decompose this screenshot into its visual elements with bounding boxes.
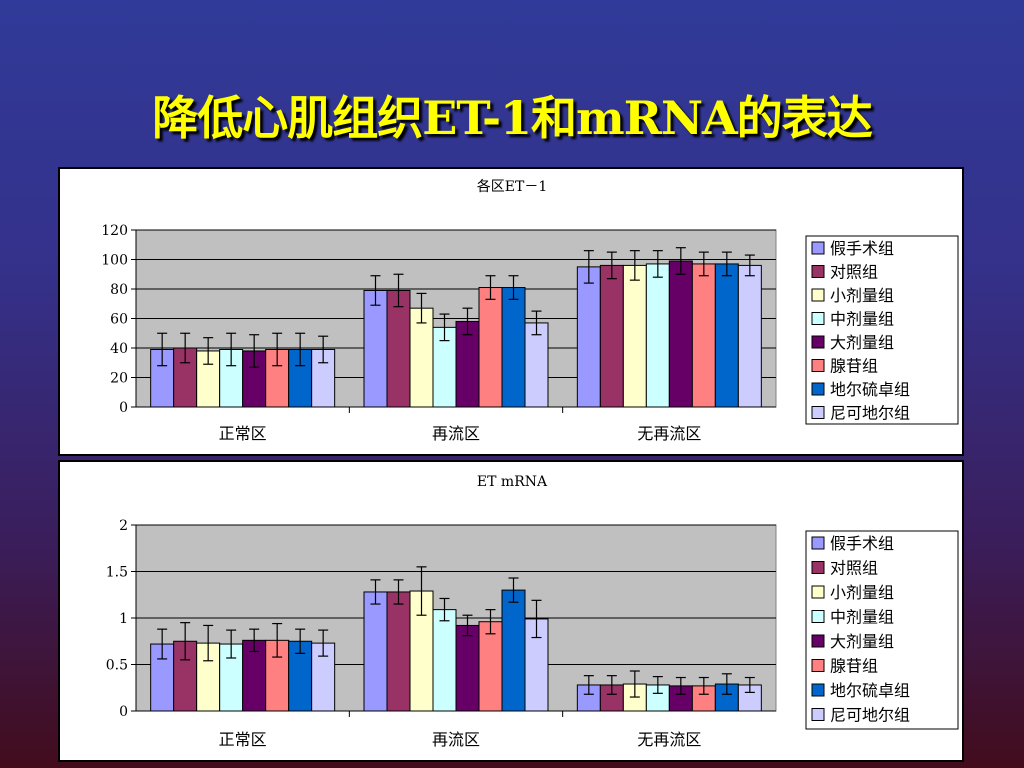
legend-label: 大剂量组 bbox=[830, 632, 894, 651]
x-category-label: 再流区 bbox=[432, 730, 480, 749]
legend-swatch bbox=[811, 610, 825, 623]
legend-swatch bbox=[811, 536, 825, 550]
legend-swatch bbox=[811, 683, 825, 697]
y-tick-label: 60 bbox=[110, 312, 128, 328]
legend-label: 小剂量组 bbox=[830, 583, 894, 602]
legend-label: 地尔硫卓组 bbox=[830, 681, 910, 700]
y-tick-label: 0 bbox=[119, 400, 128, 416]
chart-title: ET mRNA bbox=[477, 474, 548, 490]
y-tick-label: 0 bbox=[119, 704, 128, 720]
bar bbox=[691, 263, 716, 408]
y-tick-label: 40 bbox=[110, 341, 128, 357]
bar bbox=[737, 264, 762, 408]
y-tick-label: 2 bbox=[119, 518, 128, 534]
mrna-bar-chart: ET mRNA 0 0.5 1 1.5 2 正常区 再流区 无再流区 假手术组对照组小剂量组中剂量… bbox=[106, 474, 959, 749]
chart-panel-et1: 各区ET－1 0 20 40 60 80 100 120 正常区 再流区 无再流区 假手术组对照组小剂… bbox=[58, 167, 964, 456]
legend-swatch bbox=[811, 288, 825, 302]
slide-title: 降低心肌组织ET-1和mRNA的表达 bbox=[152, 91, 872, 145]
bar bbox=[478, 621, 503, 712]
bar bbox=[455, 624, 480, 712]
bar bbox=[386, 591, 411, 712]
legend-swatch bbox=[811, 406, 825, 419]
x-category-label: 无再流区 bbox=[637, 730, 701, 749]
bar bbox=[363, 591, 388, 712]
legend-label: 尼可地尔组 bbox=[830, 404, 910, 423]
legend-swatch bbox=[811, 585, 825, 599]
legend-label: 中剂量组 bbox=[830, 310, 894, 329]
legend-label: 对照组 bbox=[830, 559, 878, 578]
bar bbox=[501, 287, 526, 408]
bar bbox=[501, 589, 526, 712]
legend-swatch bbox=[811, 659, 825, 672]
y-tick-label: 120 bbox=[101, 223, 128, 239]
bar bbox=[622, 264, 647, 408]
x-category-label: 正常区 bbox=[219, 424, 267, 443]
legend-swatch bbox=[811, 335, 825, 349]
legend-swatch bbox=[811, 382, 825, 396]
legend-label: 地尔硫卓组 bbox=[830, 380, 910, 399]
y-tick-label: 1 bbox=[119, 611, 128, 627]
legend-label: 大剂量组 bbox=[830, 333, 894, 352]
y-tick-label: 80 bbox=[110, 282, 128, 298]
x-category-label: 再流区 bbox=[432, 424, 480, 443]
bar bbox=[478, 287, 503, 408]
bar bbox=[645, 263, 670, 408]
bar bbox=[714, 263, 739, 408]
y-tick-label: 1.5 bbox=[106, 565, 128, 581]
et1-bar-chart: 各区ET－1 0 20 40 60 80 100 120 正常区 再流区 无再流区 假手术组对照组小剂… bbox=[101, 179, 959, 443]
legend-label: 对照组 bbox=[830, 263, 878, 282]
legend-label: 腺苷组 bbox=[830, 657, 878, 676]
chart-panel-mrna: ET mRNA 0 0.5 1 1.5 2 正常区 再流区 无再流区 假手术组对照组小剂量组中剂量… bbox=[58, 460, 964, 762]
bar bbox=[576, 266, 601, 408]
legend-swatch bbox=[811, 708, 825, 721]
chart-title: 各区ET－1 bbox=[477, 179, 547, 195]
bar bbox=[363, 289, 388, 408]
bar bbox=[524, 322, 549, 408]
legend-swatch bbox=[811, 241, 825, 255]
legend-label: 腺苷组 bbox=[830, 357, 878, 376]
bar bbox=[432, 609, 457, 712]
legend bbox=[805, 530, 959, 730]
legend-label: 中剂量组 bbox=[830, 608, 894, 627]
legend-label: 尼可地尔组 bbox=[830, 706, 910, 725]
bar bbox=[386, 289, 411, 408]
x-category-label: 正常区 bbox=[219, 730, 267, 749]
legend-swatch bbox=[811, 312, 825, 325]
x-category-label: 无再流区 bbox=[637, 424, 701, 443]
legend-swatch bbox=[811, 634, 825, 648]
bar bbox=[668, 260, 693, 408]
y-tick-label: 100 bbox=[101, 253, 128, 269]
legend-swatch bbox=[811, 561, 825, 574]
legend-label: 假手术组 bbox=[830, 534, 894, 553]
legend-swatch bbox=[811, 359, 825, 372]
y-tick-label: 20 bbox=[110, 371, 128, 387]
legend-label: 小剂量组 bbox=[830, 286, 894, 305]
legend-label: 假手术组 bbox=[830, 239, 894, 258]
bar bbox=[599, 264, 624, 408]
legend bbox=[805, 235, 959, 425]
y-tick-label: 0.5 bbox=[106, 658, 128, 674]
legend-swatch bbox=[811, 265, 825, 278]
